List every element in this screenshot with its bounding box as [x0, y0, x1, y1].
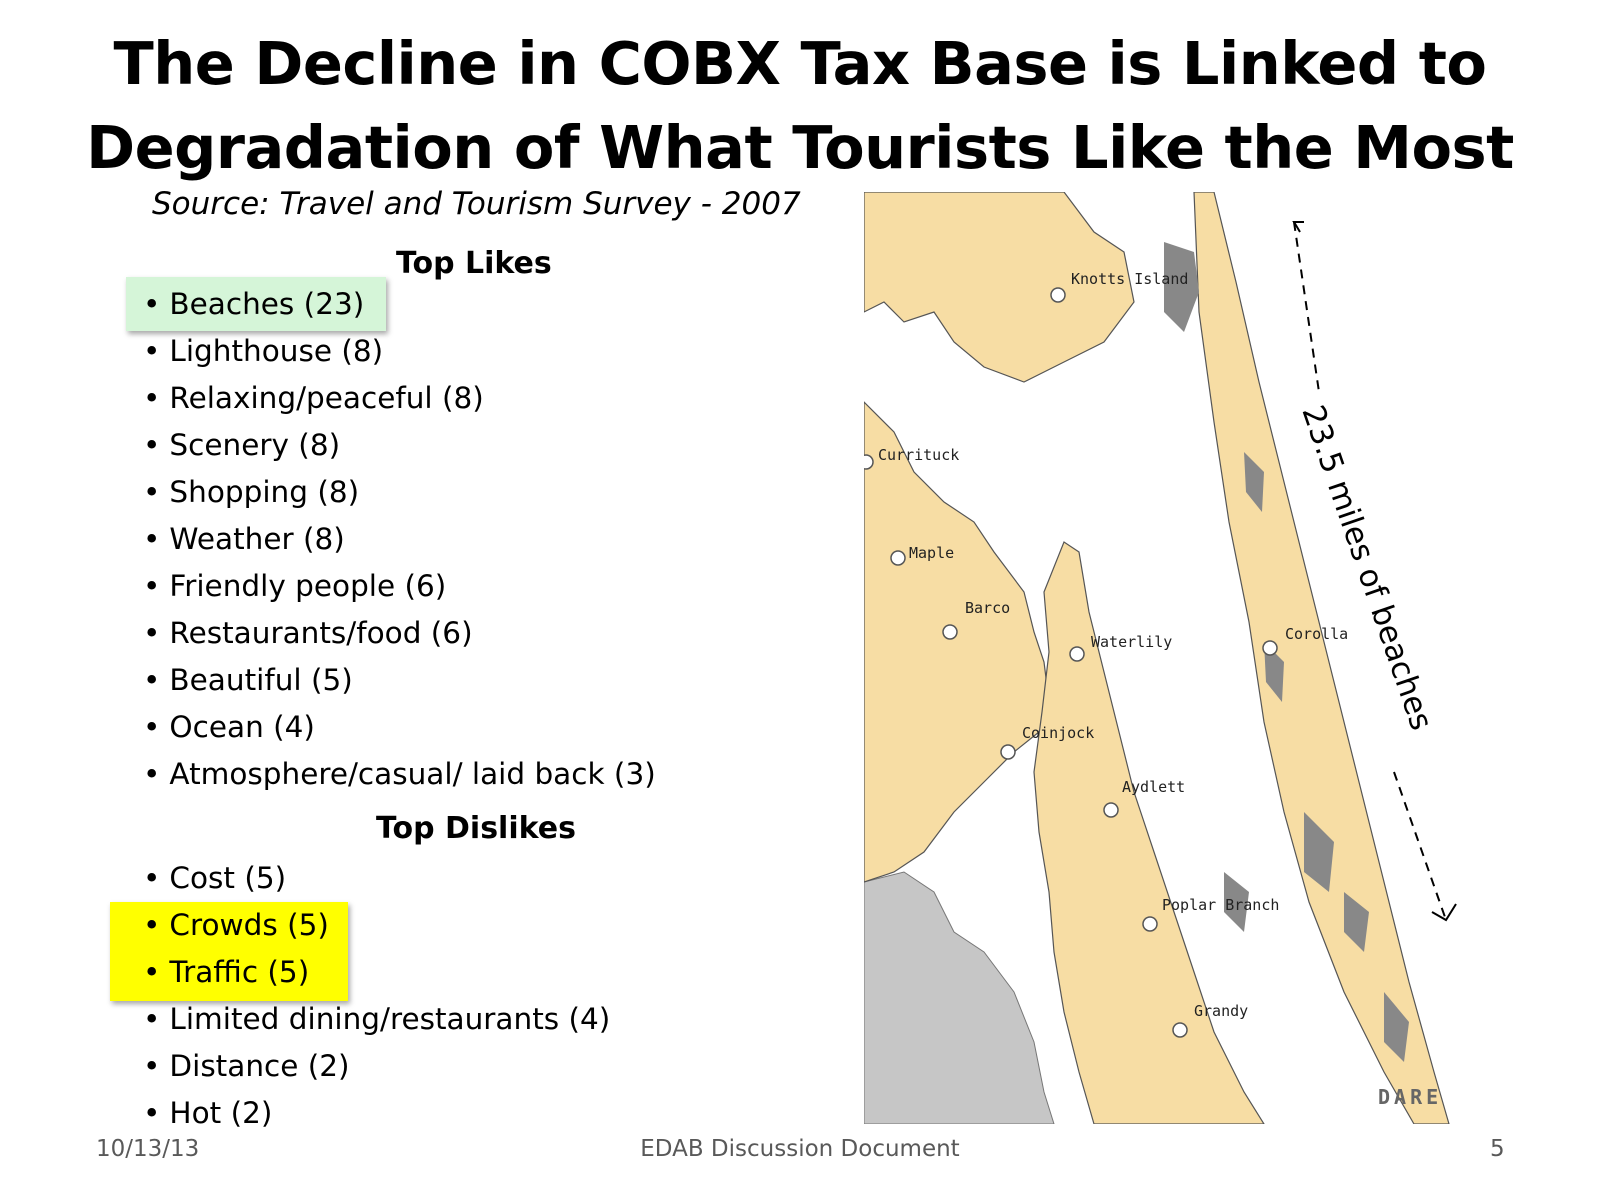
place-markers	[864, 287, 1278, 1038]
marsh-islands	[1164, 242, 1409, 1062]
map-marker	[1000, 744, 1016, 760]
list-item: Traffic (5)	[143, 949, 610, 996]
footer-date: 10/13/13	[96, 1136, 200, 1162]
list-item: Crowds (5)	[143, 902, 610, 949]
map-marker	[1050, 287, 1066, 303]
place-label: Poplar Branch	[1162, 896, 1279, 914]
top-dislikes-heading: Top Dislikes	[376, 811, 576, 846]
list-item: Friendly people (6)	[143, 563, 656, 610]
slide-title-line-1: The Decline in COBX Tax Base is Linked t…	[113, 29, 1487, 98]
footer-title: EDAB Discussion Document	[640, 1136, 960, 1162]
list-item: Cost (5)	[143, 855, 610, 902]
county-label: DARE	[1378, 1085, 1442, 1109]
list-item: Distance (2)	[143, 1043, 610, 1090]
slide-title-line-2: Degradation of What Tourists Like the Mo…	[86, 113, 1514, 182]
list-item: Lighthouse (8)	[143, 328, 656, 375]
central-peninsula	[1033, 541, 1265, 1124]
distance-arrow	[1292, 221, 1457, 922]
adjacent-land	[864, 871, 1055, 1124]
list-item: Weather (8)	[143, 516, 656, 563]
map-marker	[942, 624, 958, 640]
page-number: 5	[1490, 1136, 1505, 1162]
list-item: Hot (2)	[143, 1090, 610, 1137]
top-likes-list: Beaches (23) Lighthouse (8) Relaxing/pea…	[143, 281, 656, 798]
place-label: Maple	[909, 544, 954, 562]
place-label: Aydlett	[1122, 778, 1185, 796]
list-item: Limited dining/restaurants (4)	[143, 996, 610, 1043]
place-label: Waterlily	[1091, 633, 1172, 651]
map-marker	[1172, 1022, 1188, 1038]
list-item: Restaurants/food (6)	[143, 610, 656, 657]
place-label: Coinjock	[1022, 724, 1094, 742]
northern-mainland	[864, 192, 1135, 383]
list-item: Scenery (8)	[143, 422, 656, 469]
currituck-map: Knotts Island Currituck Maple Barco Wate…	[864, 192, 1484, 1124]
source-citation: Source: Travel and Tourism Survey - 2007	[152, 186, 801, 222]
map-marker	[864, 454, 874, 470]
map-marker	[890, 550, 906, 566]
top-dislikes-list: Cost (5) Crowds (5) Traffic (5) Limited …	[143, 855, 610, 1137]
map-marker	[1262, 640, 1278, 656]
place-label: Currituck	[878, 446, 959, 464]
place-label: Corolla	[1285, 625, 1348, 643]
barrier-island	[1193, 192, 1450, 1124]
place-label: Knotts Island	[1071, 270, 1188, 288]
list-item: Beaches (23)	[143, 281, 656, 328]
place-label: Barco	[965, 599, 1010, 617]
place-label: Grandy	[1194, 1002, 1248, 1020]
slide-title: The Decline in COBX Tax Base is Linked t…	[0, 22, 1600, 190]
list-item: Atmosphere/casual/ laid back (3)	[143, 751, 655, 798]
list-item: Relaxing/peaceful (8)	[143, 375, 656, 422]
map-marker	[1142, 916, 1158, 932]
map-marker	[1103, 802, 1119, 818]
top-likes-heading: Top Likes	[396, 246, 552, 281]
list-item: Beautiful (5)	[143, 657, 656, 704]
list-item: Ocean (4)	[143, 704, 656, 751]
map-marker	[1069, 646, 1085, 662]
list-item: Shopping (8)	[143, 469, 656, 516]
